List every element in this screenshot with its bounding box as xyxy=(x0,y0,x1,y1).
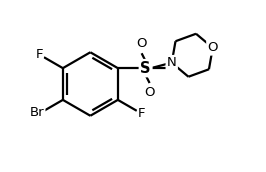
Text: F: F xyxy=(138,107,145,120)
Text: O: O xyxy=(136,37,147,50)
Text: N: N xyxy=(167,56,177,69)
Text: S: S xyxy=(140,61,151,76)
Text: O: O xyxy=(207,41,218,54)
Text: F: F xyxy=(35,48,43,61)
Text: O: O xyxy=(144,86,155,99)
Text: Br: Br xyxy=(30,106,45,119)
